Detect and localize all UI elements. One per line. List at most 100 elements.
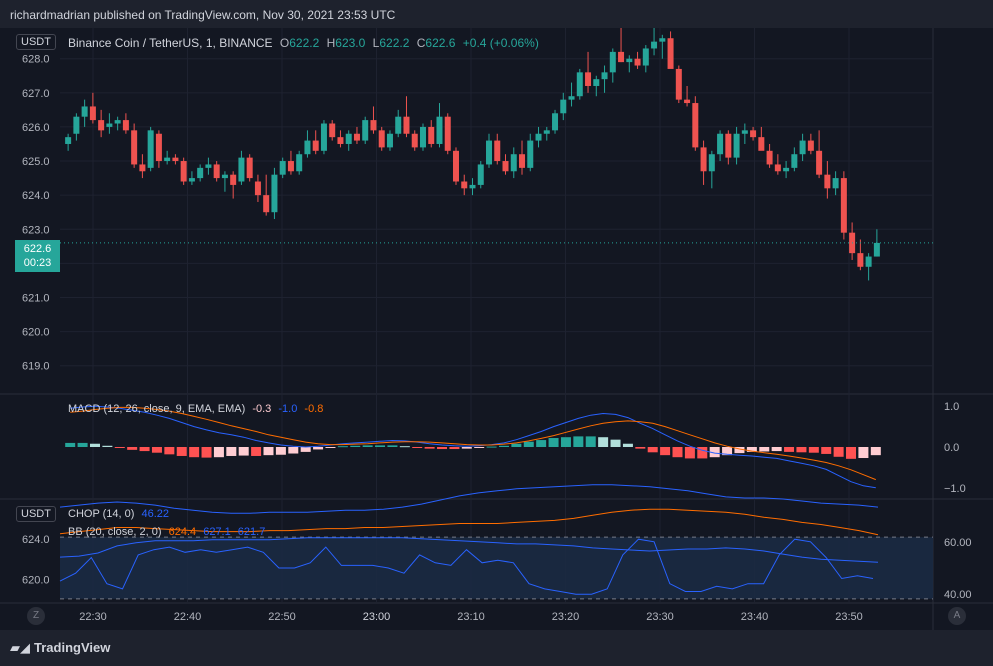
candle-body <box>873 242 880 257</box>
macd-value: -1.0 <box>278 403 298 415</box>
macd-histogram-bar <box>275 447 286 455</box>
macd-histogram-bar <box>313 447 324 450</box>
published-info: richardmadrian published on TradingView.… <box>10 8 396 22</box>
candle-body <box>172 157 179 162</box>
chop-value: 46.22 <box>141 508 170 520</box>
macd-legend[interactable]: MACD (12, 26, close, 9, EMA, EMA) -0.3 -… <box>68 403 327 415</box>
lower-currency-badge[interactable]: USDT <box>16 506 56 522</box>
time-tick-label: 22:50 <box>268 611 296 623</box>
candle-body <box>147 130 154 168</box>
candle-body <box>576 72 583 97</box>
currency-badge[interactable]: USDT <box>16 34 56 50</box>
macd-histogram-bar <box>622 443 633 447</box>
candle-body <box>122 120 129 131</box>
candle-body <box>98 120 105 131</box>
price-tick-label: 626.0 <box>22 122 50 134</box>
macd-histogram-bar <box>660 447 671 456</box>
macd-histogram-bar <box>833 447 844 457</box>
time-tick-label: 23:20 <box>552 611 580 623</box>
candle-body <box>552 113 559 131</box>
candle-body <box>692 103 699 148</box>
macd-histogram-bar <box>560 437 571 447</box>
macd-histogram-bar <box>734 447 745 454</box>
macd-layer <box>65 405 881 489</box>
bb-basis-value: 624.4 <box>168 526 197 538</box>
macd-histogram-bar <box>536 440 547 447</box>
macd-histogram-bar <box>263 447 274 456</box>
macd-histogram-bar <box>164 447 175 455</box>
macd-histogram-bar <box>821 447 832 454</box>
price-tick-label: 619.0 <box>22 361 50 373</box>
macd-tick-label: −1.0 <box>944 483 966 495</box>
bb-upper-value: 627.1 <box>203 526 231 538</box>
macd-histogram-bar <box>709 447 720 458</box>
lower-pane-layer <box>59 484 933 600</box>
macd-histogram-bar <box>350 445 361 447</box>
candle-body <box>816 150 823 175</box>
candle-body <box>832 178 839 189</box>
bb-legend[interactable]: BB (20, close, 2, 0) 624.4 627.1 621.7 <box>68 526 269 538</box>
candle-body <box>634 58 641 66</box>
candle-body <box>131 130 138 165</box>
candle-body <box>197 167 204 179</box>
candle-body <box>700 147 707 172</box>
macd-histogram-bar <box>325 447 336 448</box>
candle-body <box>527 140 534 168</box>
time-tick-label: 23:00 <box>363 611 391 623</box>
grid <box>0 28 993 630</box>
macd-histogram-bar <box>139 447 150 452</box>
candle-body <box>403 116 410 134</box>
candle-body <box>106 123 113 127</box>
candle-body <box>642 48 649 66</box>
macd-histogram-bar <box>635 447 646 449</box>
macd-signal-line <box>70 406 876 481</box>
candle-body <box>708 154 715 172</box>
chop-tick-label: 60.00 <box>944 537 972 549</box>
chop-legend[interactable]: CHOP (14, 0) 46.22 <box>68 508 173 520</box>
macd-histogram-bar <box>784 447 795 452</box>
macd-histogram-bar <box>89 443 100 447</box>
candle-body <box>684 99 691 104</box>
macd-histogram-bar <box>238 447 249 456</box>
candle-body <box>626 58 633 63</box>
candle-body <box>230 174 237 185</box>
candle-body <box>155 133 162 162</box>
log-scale-button[interactable]: Z <box>27 607 45 625</box>
time-tick-label: 22:30 <box>79 611 107 623</box>
macd-histogram-bar <box>176 447 187 456</box>
auto-scale-button[interactable]: A <box>948 607 966 625</box>
candle-body <box>362 120 369 141</box>
candle-body <box>585 72 592 86</box>
candle-body <box>535 133 542 141</box>
tradingview-logo[interactable]: ▰◢ TradingView <box>10 640 110 656</box>
candle-body <box>114 120 121 124</box>
candle-body <box>386 133 393 148</box>
macd-histogram-bar <box>151 447 162 453</box>
symbol-title[interactable]: Binance Coin / TetherUS, 1, BINANCE <box>68 36 273 50</box>
macd-title: MACD (12, 26, close, 9, EMA, EMA) <box>68 403 246 415</box>
bb-price-tick-label: 620.0 <box>22 575 50 587</box>
candle-body <box>296 154 303 172</box>
bar-countdown: 00:23 <box>23 257 52 269</box>
candle-body <box>461 181 468 189</box>
candle-body <box>320 123 327 151</box>
price-tick-label: 625.0 <box>22 156 50 168</box>
bb-basis-line <box>59 508 879 536</box>
candle-body <box>494 140 501 162</box>
main-legend: Binance Coin / TetherUS, 1, BINANCE O622… <box>68 36 543 50</box>
candle-body <box>502 161 509 172</box>
candle-body <box>329 123 336 138</box>
candles <box>60 28 933 281</box>
macd-histogram-bar <box>65 442 76 447</box>
price-tick-label: 624.0 <box>22 190 50 202</box>
macd-line <box>70 405 876 489</box>
candle-body <box>411 133 418 148</box>
candle-body <box>246 157 253 179</box>
candle-body <box>865 256 872 267</box>
candle-body <box>766 150 773 165</box>
bb-upper-line <box>59 484 879 514</box>
top-bar: richardmadrian published on TradingView.… <box>0 0 993 28</box>
macd-histogram-bar <box>647 447 658 453</box>
chart-canvas[interactable]: 628.0627.0626.0625.0624.0623.0622.0621.0… <box>0 28 993 630</box>
macd-histogram-bar <box>746 447 757 452</box>
